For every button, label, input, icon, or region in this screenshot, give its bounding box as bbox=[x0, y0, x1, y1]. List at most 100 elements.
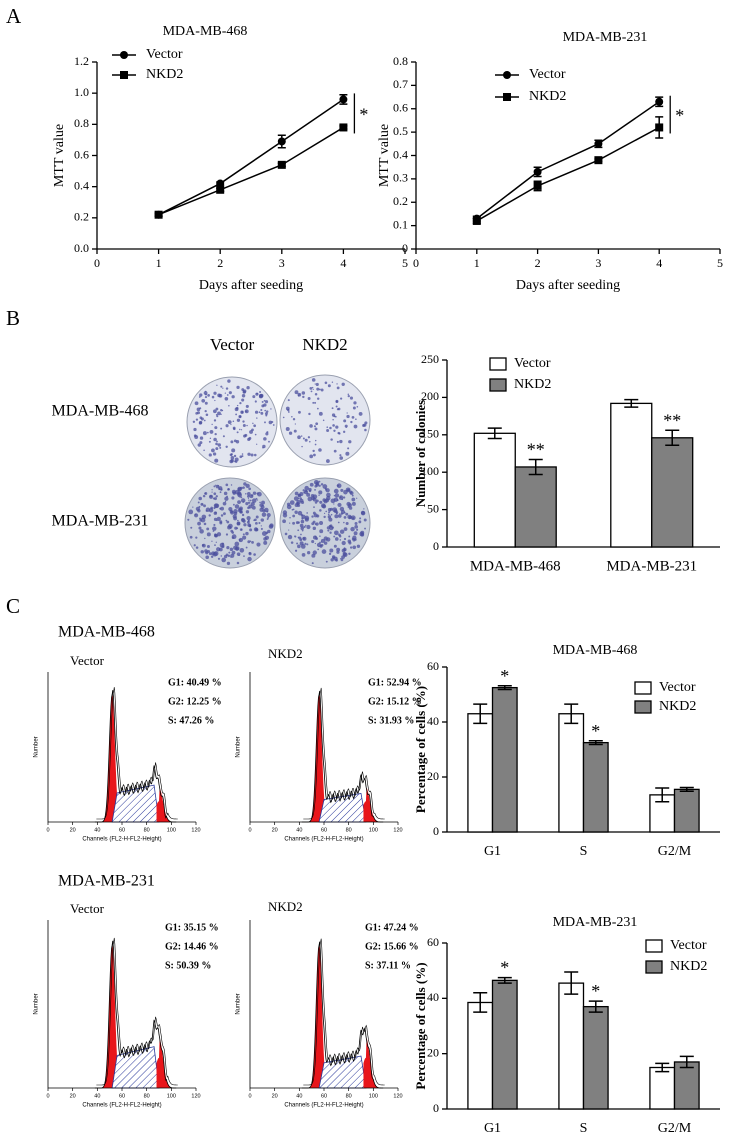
colony bbox=[326, 537, 331, 542]
colony bbox=[214, 503, 220, 509]
colony bbox=[343, 496, 346, 499]
colony bbox=[333, 509, 338, 514]
colony bbox=[199, 517, 202, 520]
colony bbox=[339, 454, 342, 457]
colony bbox=[193, 513, 199, 518]
colony bbox=[325, 488, 330, 493]
colony bbox=[216, 547, 221, 552]
colony bbox=[353, 531, 358, 536]
legend-swatch bbox=[634, 681, 652, 695]
colony bbox=[364, 428, 367, 432]
colony bbox=[226, 394, 229, 396]
colony bbox=[242, 424, 246, 428]
colony bbox=[209, 437, 212, 440]
colony bbox=[318, 494, 320, 496]
colony bbox=[251, 494, 254, 497]
colony bbox=[232, 491, 236, 495]
error-bar bbox=[528, 458, 543, 476]
colony bbox=[263, 399, 266, 402]
colony bbox=[345, 512, 349, 516]
group-title: MDA-MB-231 bbox=[58, 873, 155, 890]
colony bbox=[201, 503, 203, 505]
colony bbox=[296, 542, 299, 545]
colony bbox=[209, 429, 214, 434]
colony bbox=[248, 552, 252, 556]
colony bbox=[240, 498, 246, 503]
x-tick-label: MDA-MB-468 bbox=[470, 558, 561, 574]
legend-label: NKD2 bbox=[146, 67, 183, 82]
marker bbox=[216, 179, 225, 188]
colony bbox=[245, 493, 247, 495]
colony bbox=[341, 548, 346, 553]
colony bbox=[334, 514, 339, 519]
colony bbox=[201, 398, 206, 403]
colony bbox=[237, 500, 241, 505]
colony bbox=[333, 544, 337, 548]
legend-swatch bbox=[645, 960, 663, 974]
colony bbox=[304, 438, 308, 442]
colony bbox=[216, 415, 219, 418]
colony bbox=[294, 390, 299, 395]
colony bbox=[236, 521, 241, 526]
colony bbox=[323, 512, 326, 515]
bar bbox=[582, 741, 609, 833]
legend-label: Vector bbox=[146, 47, 183, 62]
x-tick-label: 2 bbox=[217, 256, 223, 270]
colony bbox=[215, 541, 217, 543]
colony bbox=[227, 488, 230, 491]
colony bbox=[300, 435, 303, 437]
colony bbox=[203, 522, 207, 526]
series-line bbox=[158, 98, 344, 216]
colony bbox=[232, 420, 235, 423]
colony bbox=[351, 415, 355, 419]
colony bbox=[245, 483, 250, 489]
colony bbox=[340, 488, 344, 492]
colony bbox=[290, 541, 294, 544]
colony bbox=[241, 394, 246, 398]
colony bbox=[236, 404, 239, 407]
colony bbox=[304, 485, 309, 491]
marker bbox=[533, 167, 542, 176]
colony bbox=[213, 497, 217, 501]
colony bbox=[339, 496, 342, 499]
colony bbox=[192, 506, 194, 508]
colony bbox=[234, 541, 240, 547]
colony bbox=[204, 537, 206, 540]
colony bbox=[242, 519, 246, 523]
colony bbox=[198, 421, 202, 425]
colony bbox=[298, 393, 300, 395]
colony bbox=[260, 527, 263, 530]
colony bbox=[193, 427, 197, 432]
histogram-tick-label: 100 bbox=[369, 1093, 378, 1099]
colony bbox=[231, 496, 235, 500]
colony bbox=[207, 394, 210, 397]
colony bbox=[256, 392, 259, 395]
bar bbox=[491, 686, 518, 833]
colony bbox=[250, 501, 255, 507]
colony bbox=[269, 523, 274, 528]
colony bbox=[241, 398, 245, 402]
significance-mark: ** bbox=[663, 410, 681, 430]
colony bbox=[261, 500, 265, 505]
colony bbox=[288, 431, 293, 435]
colony bbox=[333, 488, 339, 494]
colony bbox=[287, 534, 293, 540]
colony bbox=[307, 397, 311, 401]
colony bbox=[297, 529, 300, 532]
colony bbox=[241, 513, 245, 517]
histogram-tick-label: 0 bbox=[46, 1093, 49, 1099]
colony bbox=[316, 542, 322, 548]
colony bbox=[244, 433, 248, 437]
legend-label: Vector bbox=[514, 356, 551, 371]
colony bbox=[217, 411, 221, 416]
bar bbox=[610, 402, 653, 548]
colony bbox=[203, 449, 205, 452]
colony bbox=[228, 391, 232, 395]
colony bbox=[336, 484, 339, 487]
histogram-x-label: Channels (FL2-H-FL2-Height) bbox=[82, 1103, 161, 1109]
colony bbox=[248, 525, 252, 528]
colony bbox=[335, 399, 339, 404]
colony bbox=[204, 492, 208, 495]
histogram-outline bbox=[301, 941, 384, 1089]
colony bbox=[297, 510, 303, 516]
